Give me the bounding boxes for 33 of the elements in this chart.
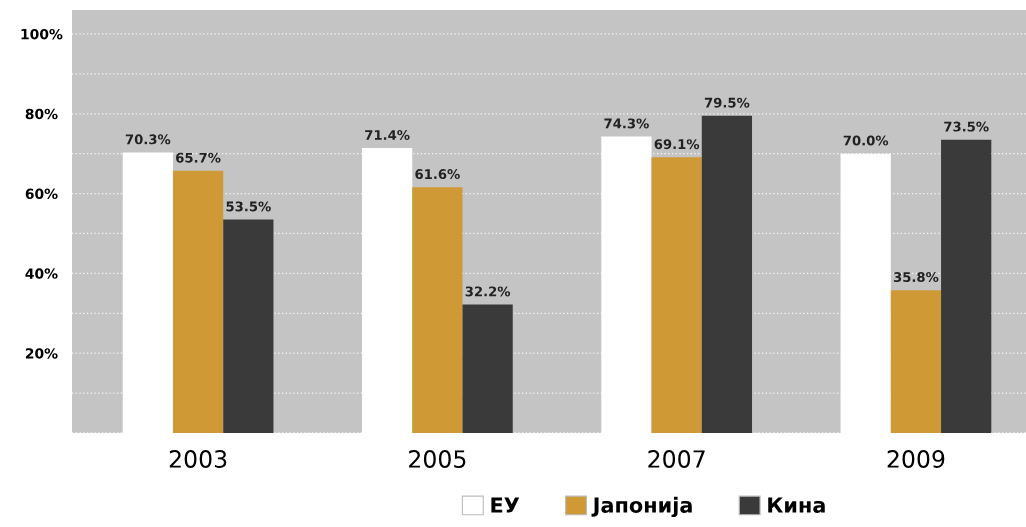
data-label: 61.6% (415, 169, 460, 180)
bar (223, 219, 274, 433)
x-tick-label: 2005 (409, 450, 466, 468)
data-label: 70.0% (843, 135, 889, 146)
bar (701, 115, 753, 433)
data-label: 74.3% (604, 118, 649, 129)
bar (462, 304, 513, 433)
x-tick-label: 2003 (169, 450, 227, 468)
bar (651, 157, 702, 433)
y-tick-label: 20% (25, 348, 58, 359)
bar (172, 170, 224, 433)
bar (890, 290, 942, 433)
data-label: 73.5% (944, 121, 989, 132)
x-tick-label: 2009 (887, 450, 945, 468)
bar (601, 136, 652, 433)
data-label: 71.4% (365, 129, 410, 140)
data-label: 65.7% (176, 152, 221, 163)
y-tick-label: 100% (21, 28, 63, 40)
data-label: 79.5% (704, 97, 750, 108)
legend-label: Кина (768, 497, 825, 513)
y-tick-label: 60% (25, 188, 58, 200)
data-label: 70.3% (125, 134, 171, 145)
y-tick-label: 40% (25, 268, 58, 279)
legend-label: ЕУ (491, 497, 520, 513)
bar (941, 139, 992, 433)
data-label: 32.2% (465, 286, 511, 297)
data-label: 53.5% (226, 201, 271, 212)
legend-label: Јапонија (591, 496, 692, 518)
bar (412, 187, 463, 433)
x-tick-label: 2007 (648, 450, 705, 468)
y-tick-label: 80% (25, 108, 58, 120)
data-label: 35.8% (893, 272, 939, 283)
data-label: 69.1% (654, 139, 700, 150)
